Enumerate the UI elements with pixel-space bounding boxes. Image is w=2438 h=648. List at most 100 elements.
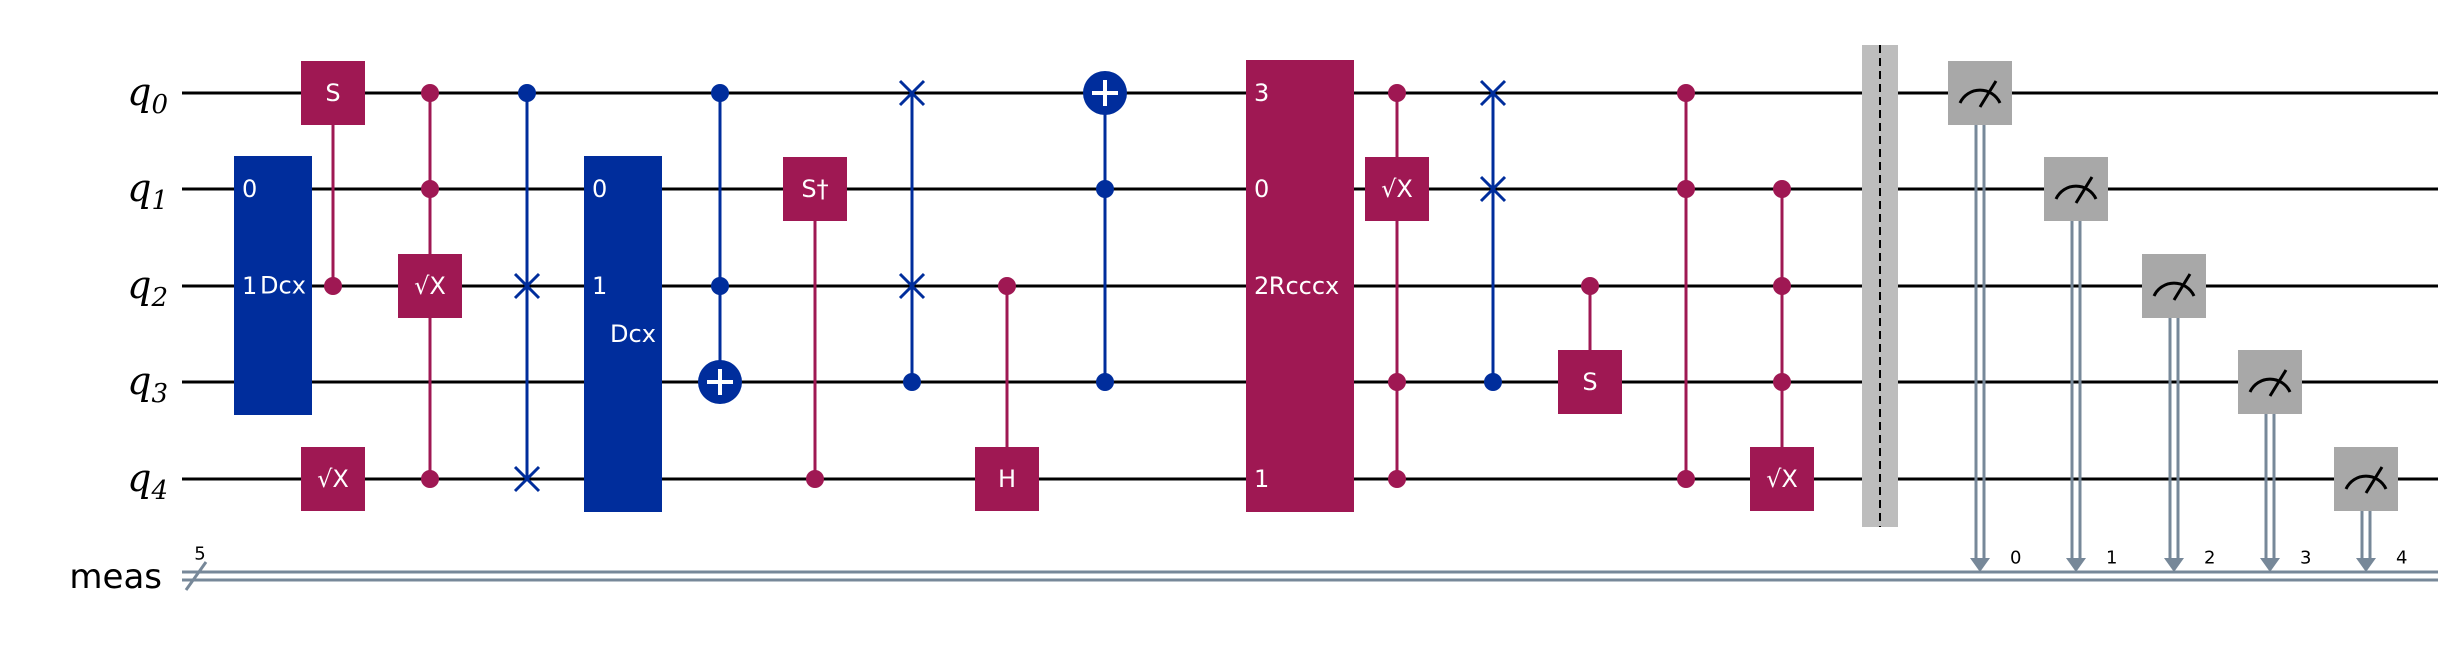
- control-dot: [324, 277, 342, 295]
- qubit-index: 0: [151, 90, 168, 120]
- control-dot: [1096, 373, 1114, 391]
- gate-port-label: 0: [592, 175, 607, 203]
- gate-label: S†: [801, 175, 828, 203]
- measure-arrow-head: [1970, 558, 1990, 572]
- qubit-name: q: [127, 70, 151, 114]
- control-dot: [903, 373, 921, 391]
- control-dot: [421, 84, 439, 102]
- meter-needle-icon: [2172, 273, 2192, 301]
- control-dot: [711, 277, 729, 295]
- gate-port-label: 2: [1254, 272, 1269, 300]
- measure-bit-label: 4: [2396, 548, 2407, 569]
- gate-box: [301, 447, 365, 511]
- gate-label: S: [1582, 368, 1597, 396]
- measure-arrow-head: [2066, 558, 2086, 572]
- control-dot: [1388, 84, 1406, 102]
- meter-icon: [2248, 377, 2292, 393]
- gate-3-controlled: √X: [398, 84, 462, 488]
- control-dot: [1388, 470, 1406, 488]
- gate-box: [1750, 447, 1814, 511]
- gate-16-controlled: √X: [1750, 180, 1814, 511]
- measure-arrow-head: [2356, 558, 2376, 572]
- control-dot: [1677, 84, 1695, 102]
- qubit-index: 3: [151, 379, 168, 409]
- meter-needle-icon: [2268, 369, 2288, 397]
- swap-cross-b: [898, 79, 926, 107]
- gate-box: [301, 61, 365, 125]
- gate-label: Dcx: [260, 272, 306, 300]
- control-dot: [1677, 180, 1695, 198]
- meter-needle-icon: [2364, 466, 2384, 494]
- gate-22-measure: 4: [2334, 447, 2407, 572]
- measure-arrow-head: [2260, 558, 2280, 572]
- measure-box: [2044, 157, 2108, 221]
- gate-10-cnot: [1083, 71, 1127, 391]
- control-dot: [421, 470, 439, 488]
- control-dot: [1388, 373, 1406, 391]
- control-dot: [1484, 373, 1502, 391]
- gate-11-multibox: 3 0 2 1 Rcccx: [1246, 60, 1354, 512]
- control-dot: [998, 277, 1016, 295]
- gate-label: Dcx: [610, 320, 656, 348]
- gate-box: [584, 156, 662, 512]
- qubit-label-3: q3: [127, 359, 168, 409]
- gate-13-cswap: [1479, 79, 1507, 391]
- qubit-name: q: [127, 359, 151, 403]
- qubit-index: 4: [150, 476, 168, 506]
- gate-port-label: 3: [1254, 79, 1269, 107]
- gate-label: √X: [414, 272, 446, 300]
- gate-18-measure: 0: [1948, 61, 2021, 572]
- gate-port-label: 1: [242, 272, 257, 300]
- gate-15-multicontrol: [1677, 84, 1695, 488]
- swap-cross-b: [513, 465, 541, 493]
- measure-box: [2142, 254, 2206, 318]
- gate-port-label: 0: [1254, 175, 1269, 203]
- gate-box: [975, 447, 1039, 511]
- classical-register-label: meas: [69, 557, 162, 597]
- gate-4-cswap: [513, 84, 541, 493]
- measure-bit-label: 3: [2300, 548, 2311, 569]
- measure-bit-label: 1: [2106, 548, 2117, 569]
- gate-2-box: √X: [301, 447, 365, 511]
- qubit-label-4: q4: [127, 456, 168, 506]
- gate-7-controlled: S†: [783, 157, 847, 488]
- control-dot: [518, 84, 536, 102]
- gate-port-label: 0: [242, 175, 257, 203]
- control-dot: [1773, 180, 1791, 198]
- measure-box: [1948, 61, 2012, 125]
- swap-cross-b: [898, 272, 926, 300]
- gate-19-measure: 1: [2044, 157, 2117, 572]
- meter-needle-icon: [1978, 80, 1998, 108]
- swap-cross-b: [1479, 175, 1507, 203]
- gate-6-cnot: [698, 84, 742, 404]
- gate-label: √X: [317, 465, 349, 493]
- gate-17-barrier: [1862, 45, 1898, 527]
- meter-icon: [1958, 88, 2002, 104]
- qubit-name: q: [127, 166, 151, 210]
- gate-box: [1558, 350, 1622, 414]
- swap-cross-b: [1479, 79, 1507, 107]
- gate-box: [398, 254, 462, 318]
- classical-bundle-width: 5: [194, 544, 205, 565]
- swap-cross-b: [513, 272, 541, 300]
- gate-21-measure: 3: [2238, 350, 2311, 572]
- meter-icon: [2344, 474, 2388, 490]
- meter-icon: [2054, 184, 2098, 200]
- measure-bit-label: 0: [2010, 548, 2021, 569]
- measure-box: [2238, 350, 2302, 414]
- gate-8-cswap: [898, 79, 926, 391]
- control-dot: [1773, 277, 1791, 295]
- gate-9-controlled: H: [975, 277, 1039, 511]
- gate-box: [1365, 157, 1429, 221]
- control-dot: [806, 470, 824, 488]
- gate-label: √X: [1381, 175, 1413, 203]
- gate-label: H: [998, 465, 1016, 493]
- gate-label: Rcccx: [1269, 272, 1339, 300]
- gate-20-measure: 2: [2142, 254, 2215, 572]
- control-dot: [711, 84, 729, 102]
- qubit-label-1: q1: [127, 166, 168, 216]
- control-dot: [1581, 277, 1599, 295]
